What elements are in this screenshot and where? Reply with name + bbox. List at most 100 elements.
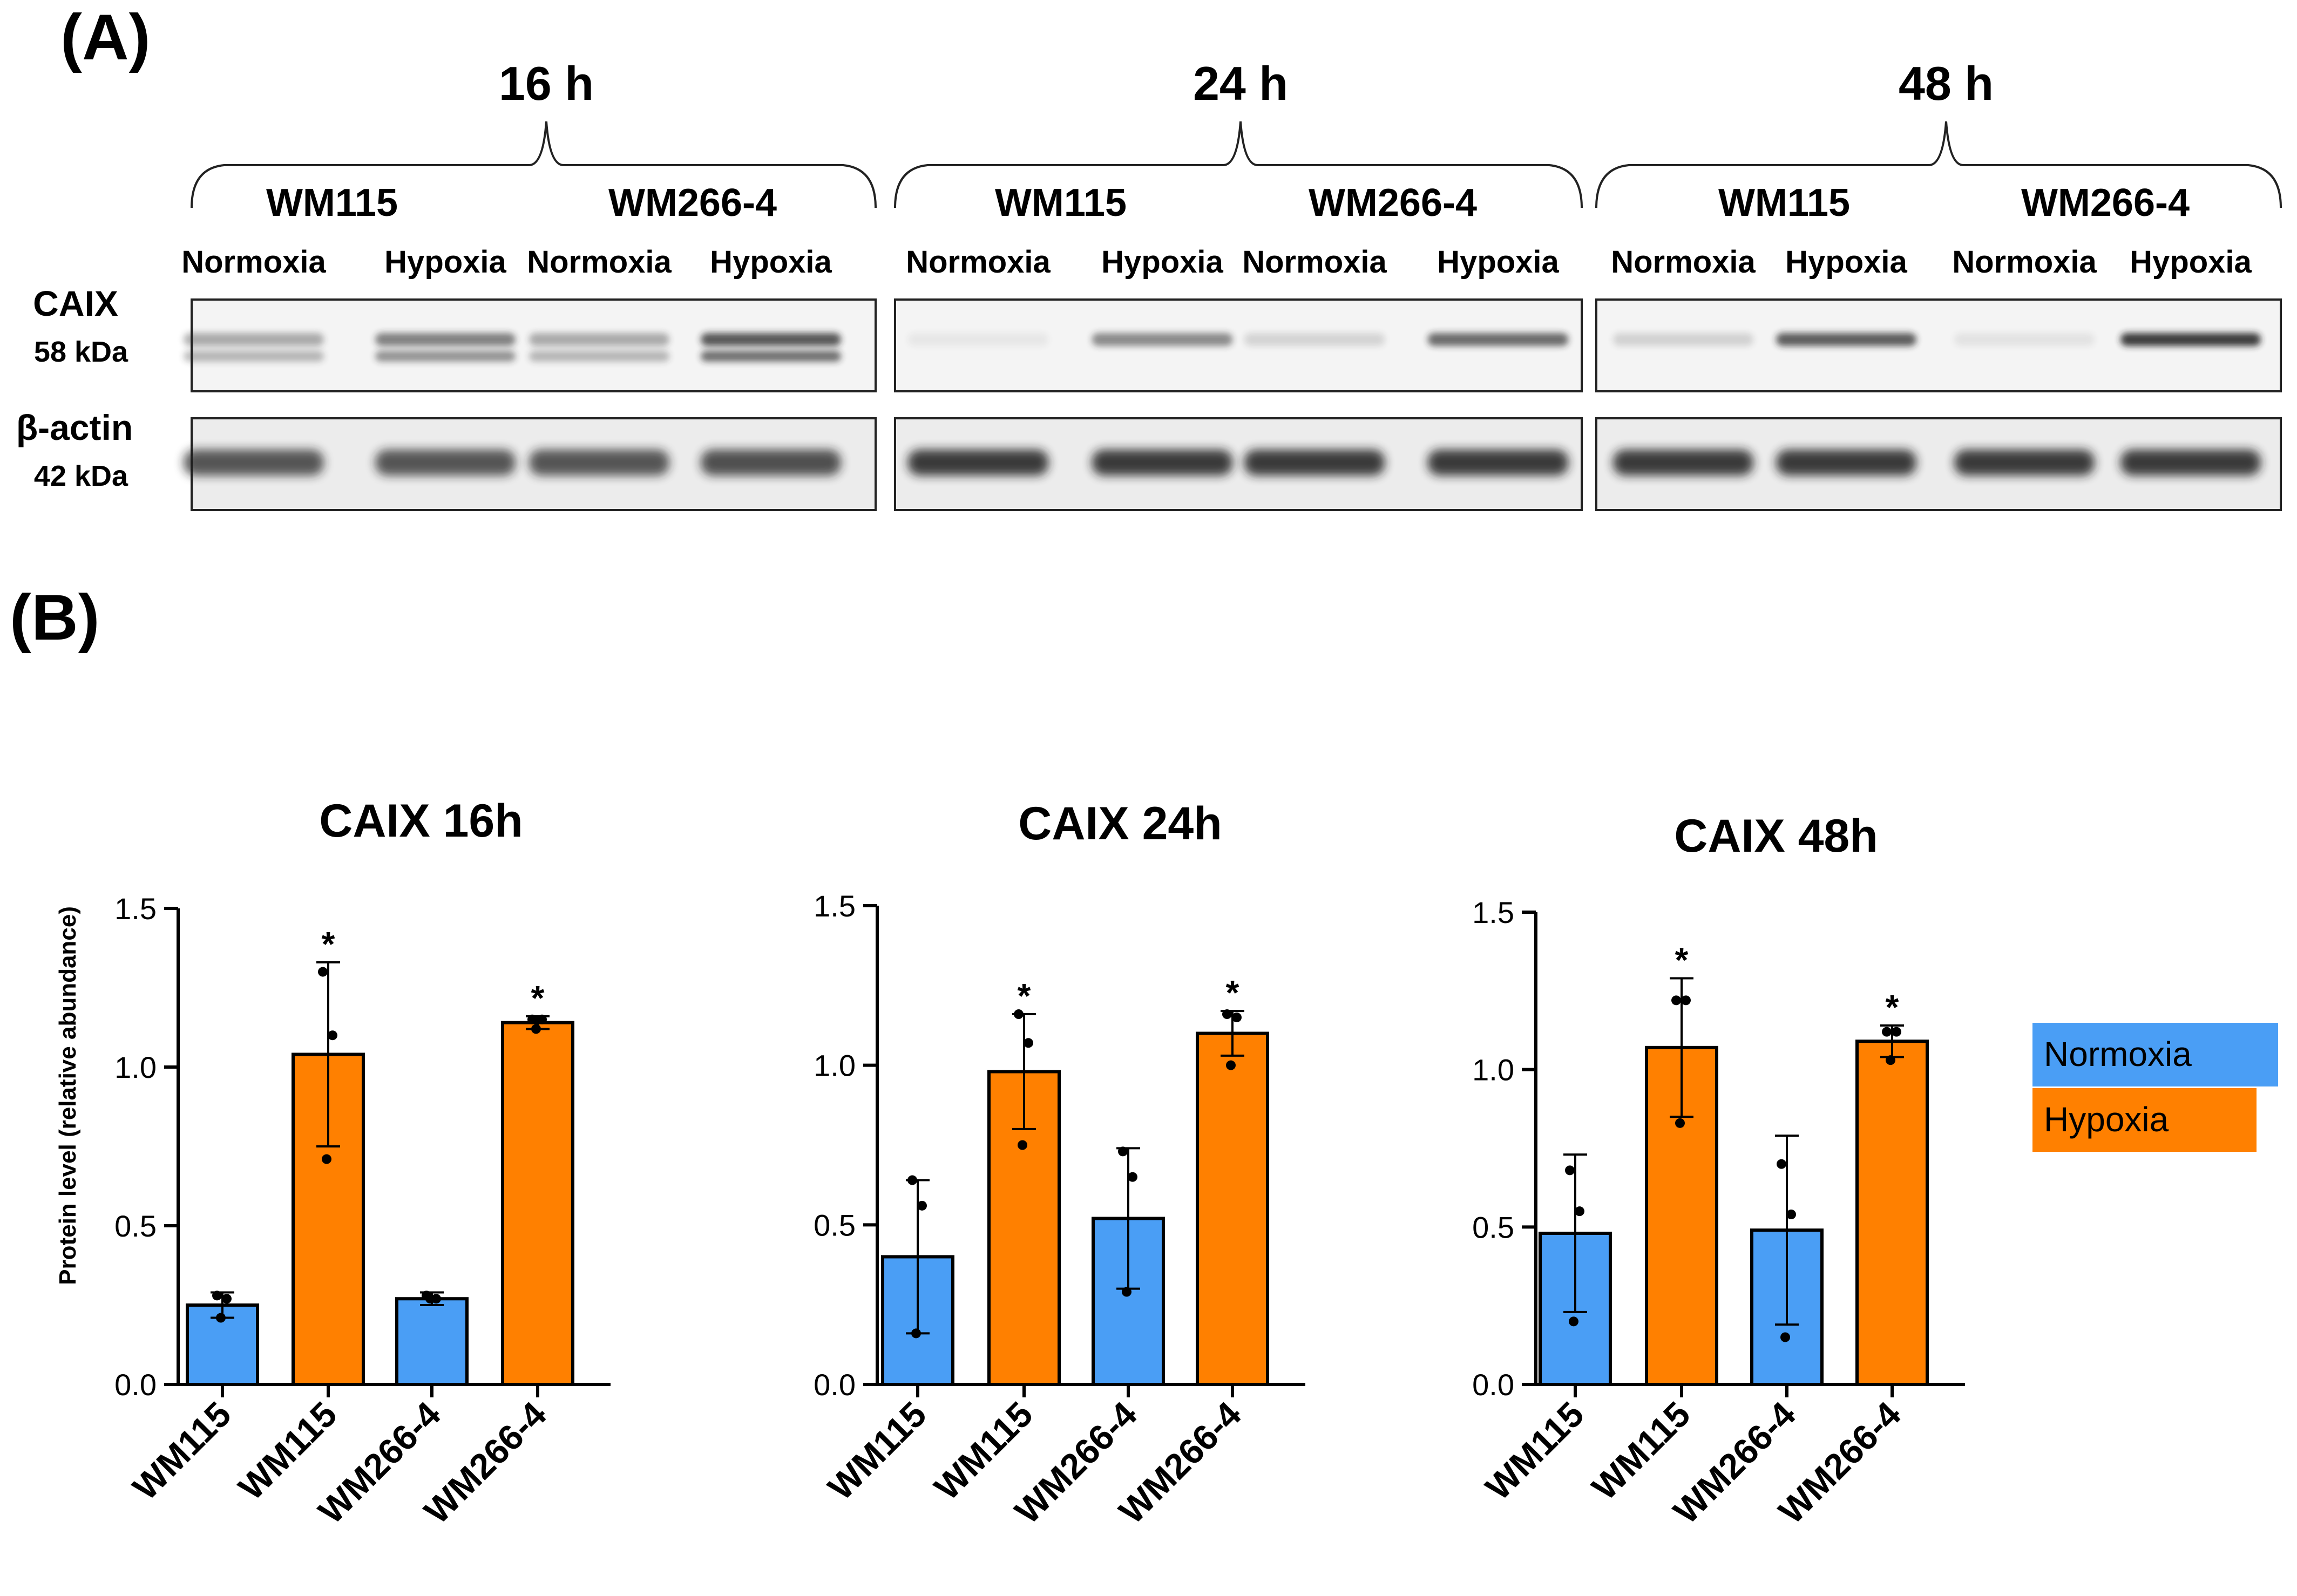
data-point: [322, 1154, 331, 1164]
y-tick-label: 0.5: [114, 1209, 157, 1243]
actin-band: [2120, 450, 2261, 476]
condition-label: Hypoxia: [1437, 245, 1559, 280]
condition-label: Hypoxia: [384, 245, 506, 280]
condition-label: Hypoxia: [710, 245, 832, 280]
data-point: [1569, 1316, 1578, 1327]
data-point: [1226, 1060, 1236, 1070]
actin-band: [184, 450, 324, 476]
data-point: [216, 1313, 226, 1323]
group-brace: [894, 121, 1583, 208]
legend-swatch-hypoxia: [2032, 1088, 2257, 1152]
condition-label: Normoxia: [1242, 245, 1387, 280]
caix-band: [375, 333, 516, 346]
y-tick-label: 1.5: [814, 889, 856, 923]
legend: Normoxia Hypoxia: [2032, 1023, 2278, 1152]
chart-3: CAIX 48h0.00.51.01.5WM115*WM115WM266-4*W…: [1472, 810, 1965, 1531]
condition-label: Normoxia: [181, 245, 326, 280]
blot-group: 16 h WM115 WM266-4 Normoxia Hypoxia Normoxia H…: [181, 57, 877, 511]
significance-star: *: [1018, 976, 1031, 1015]
cell-line-label: WM266-4: [1309, 181, 1477, 225]
significance-star: *: [322, 925, 335, 963]
actin-blot: [1595, 417, 2282, 511]
data-point: [537, 1014, 547, 1024]
time-label: 16 h: [499, 57, 594, 110]
data-point: [328, 1030, 337, 1041]
legend-label-hypoxia: Hypoxia: [2044, 1100, 2169, 1139]
y-tick-label: 0.0: [114, 1368, 157, 1402]
actin-band: [1092, 450, 1233, 476]
protein-kda: 42 kDa: [34, 460, 128, 492]
bar: [501, 1021, 574, 1387]
caix-band: [1427, 333, 1569, 346]
caix-band: [2120, 333, 2261, 346]
legend-label-normoxia: Normoxia: [2044, 1035, 2192, 1074]
protein-name: β-actin: [16, 408, 133, 447]
cell-line-label: WM266-4: [608, 181, 777, 225]
data-point: [531, 1024, 541, 1034]
condition-label: Normoxia: [1952, 245, 2097, 280]
cell-line-label: WM115: [995, 181, 1127, 225]
caix-band-lower: [529, 351, 669, 362]
caix-band: [701, 333, 841, 346]
actin-band: [375, 450, 516, 476]
data-point: [1671, 995, 1681, 1006]
data-point: [1565, 1165, 1575, 1176]
significance-star: *: [1886, 988, 1899, 1027]
legend-swatch-normoxia: [2032, 1023, 2278, 1086]
panel-a-label: (A): [60, 1, 151, 73]
chart-2: CAIX 24h0.00.51.01.5WM115*WM115WM266-4*W…: [814, 798, 1305, 1531]
condition-label: Normoxia: [906, 245, 1051, 280]
cell-line-label: WM115: [266, 181, 398, 225]
caix-blot: [1595, 298, 2282, 392]
caix-blot: [184, 298, 877, 392]
caix-band-lower: [701, 351, 841, 362]
blot-group: 48 h WM115 WM266-4 Normoxia Hypoxia Normoxia H…: [1595, 57, 2282, 511]
data-point: [222, 1294, 232, 1304]
data-point: [1018, 1140, 1027, 1150]
bar-charts: CAIX 16h0.00.51.01.5WM115*WM115WM266-4*W…: [114, 795, 1965, 1531]
data-point: [1780, 1332, 1790, 1342]
chart-title: CAIX 48h: [1674, 810, 1878, 862]
data-point: [527, 1014, 537, 1024]
y-tick-label: 0.0: [814, 1368, 856, 1402]
x-tick-label: WM115: [820, 1394, 934, 1508]
actin-band: [1427, 450, 1569, 476]
y-tick-label: 0.0: [1472, 1368, 1514, 1402]
data-point: [907, 1175, 917, 1185]
data-point: [1014, 1009, 1024, 1020]
data-point: [425, 1294, 435, 1304]
data-point: [1232, 1012, 1242, 1022]
bar: [395, 1297, 469, 1386]
time-label: 48 h: [1899, 57, 1994, 110]
significance-star: *: [1675, 941, 1689, 980]
caix-band: [1613, 333, 1753, 346]
data-point: [911, 1328, 921, 1339]
caix-band: [907, 333, 1049, 346]
chart-1: CAIX 16h0.00.51.01.5WM115*WM115WM266-4*W…: [114, 795, 611, 1531]
protein-kda: 58 kDa: [34, 336, 128, 368]
caix-band: [1244, 333, 1385, 346]
y-tick-label: 1.0: [814, 1049, 856, 1083]
western-blot-panel: 16 h WM115 WM266-4 Normoxia Hypoxia Normoxia H…: [16, 57, 2282, 511]
chart-title: CAIX 16h: [319, 795, 523, 847]
data-point: [917, 1200, 927, 1211]
chart-title: CAIX 24h: [1018, 798, 1222, 850]
data-point: [1128, 1172, 1137, 1182]
data-point: [1024, 1038, 1033, 1048]
actin-band: [907, 450, 1049, 476]
data-point: [1892, 1027, 1901, 1037]
y-tick-label: 0.5: [1472, 1210, 1514, 1244]
caix-band: [184, 333, 324, 346]
x-tick-label: WM115: [125, 1394, 239, 1508]
y-tick-label: 1.5: [1472, 895, 1514, 929]
actin-band: [1776, 450, 1916, 476]
y-tick-label: 1.5: [114, 892, 157, 926]
condition-label: Hypoxia: [1785, 245, 1907, 280]
blot-group: 24 h WM115 WM266-4 Normoxia Hypoxia Normoxia H…: [894, 57, 1583, 511]
cell-line-label: WM266-4: [2021, 181, 2190, 225]
actin-band: [1613, 450, 1753, 476]
cell-line-label: WM115: [1718, 181, 1850, 225]
condition-label: Normoxia: [1611, 245, 1756, 280]
x-tick-label: WM115: [1478, 1394, 1591, 1508]
